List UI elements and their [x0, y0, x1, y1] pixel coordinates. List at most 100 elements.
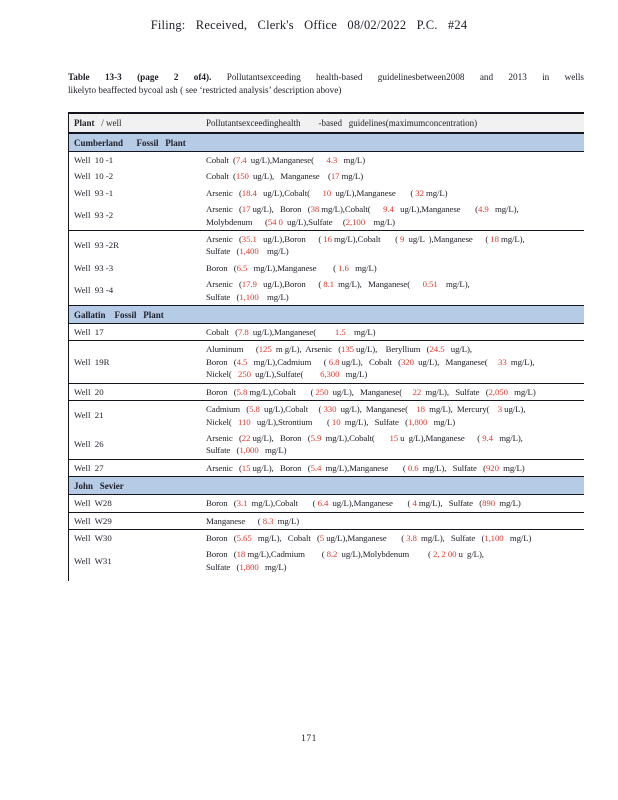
table-row: Well 93 -1 Arsenic (18.4 ug/L),Cobalt( 10…: [69, 185, 584, 201]
pollutants-cell: Cadmium (5.8 ug/L),Cobalt ( 330 ug/L), M…: [206, 403, 584, 428]
concentration-value: 920: [486, 462, 499, 473]
pollutant-name-text: Arsenic (: [206, 204, 242, 215]
concentration-value: 16: [323, 234, 332, 245]
caption-line-2: likelyto beaffected bycoal ash ( see ‘re…: [68, 84, 342, 95]
concentration-value: 125: [258, 344, 272, 355]
well-name-cell: Well W29: [74, 515, 112, 526]
concentration-value: 1,100: [239, 291, 259, 302]
section-header-row: John Sevier: [69, 476, 584, 496]
concentration-value: 0.6: [407, 462, 419, 473]
pollutant-name-text: Sulfate (: [206, 291, 240, 302]
concentration-value: 4.9: [477, 204, 489, 215]
well-label: / well: [94, 118, 122, 128]
pollutant-name-text: mg/L): [495, 498, 521, 509]
table-row: Well 10 -1 Cobalt (7.4 ug/L),Manganese( 4…: [69, 152, 584, 168]
pollutant-line: Boron (5.8 mg/L),Cobalt ( 250 ug/L), Man…: [206, 386, 584, 398]
pollutant-line: Sulfate (1,000 mg/L): [206, 444, 584, 456]
table-row: Well 17 Cobalt (7.8 ug/L),Manganese( 1.5 …: [69, 324, 584, 340]
pollutant-name-text: Sulfate (: [206, 246, 240, 257]
concentration-value: 7.4: [235, 155, 247, 165]
pollutants-cell: Boron (5.65 mg/L), Cobalt (5 ug/L),Manga…: [206, 532, 584, 544]
pollutant-name-text: mg/L),Manganese (: [321, 462, 408, 473]
pollutants-cell: Cobalt (7.4 ug/L),Manganese( 4.3 mg/L): [206, 154, 584, 166]
pollutant-name-text: mg/L),: [437, 279, 470, 290]
pollutant-name-text: ug/L),Cobalt(: [256, 187, 323, 198]
pollutant-name-text: Arsenic (: [206, 462, 242, 473]
table-row: Well W29 Manganese ( 8.3 mg/L): [69, 511, 584, 529]
concentration-value: 320: [400, 356, 414, 367]
pollutants-table: Plant / well Pollutantsexceedinghealth -…: [68, 112, 584, 582]
concentration-value: 18: [236, 549, 246, 560]
pollutant-name-text: mg/L): [258, 291, 289, 302]
concentration-value: 2,100: [345, 216, 366, 227]
pollutant-line: Molybdenum (54 0 ug/L),Sulfate (2,100 mg…: [206, 216, 584, 228]
pollutant-name-text: mg/L),: [492, 432, 523, 443]
pollutants-cell: Cobalt (7.8 ug/L),Manganese( 1.5 mg/L): [206, 326, 584, 338]
page-number: 171: [301, 734, 317, 744]
pollutant-name-text: ug/L), Manganese(: [328, 386, 413, 397]
pollutant-line: Arsenic (15 ug/L), Boron (5.4 mg/L),Mang…: [206, 462, 584, 474]
concentration-value: 4: [412, 498, 417, 509]
pollutant-name-text: mg/L): [423, 187, 448, 198]
pollutant-line: Arsenic (22 ug/L), Boron (5.9 mg/L),Coba…: [206, 432, 584, 444]
pollutant-name-text: mg/L): [339, 369, 368, 380]
pollutant-name-text: ug/L),Sulfate (: [282, 216, 346, 227]
table-row: Well 20 Boron (5.8 mg/L),Cobalt ( 250 ug/…: [69, 382, 584, 400]
concentration-value: 10: [322, 187, 332, 198]
pollutant-line: Arsenic (17 ug/L), Boron (38 mg/L),Cobal…: [206, 203, 584, 215]
pollutant-name-text: mg/L), Sulfate (: [421, 386, 489, 397]
well-name-cell: Well 93 -3: [74, 262, 114, 273]
pollutant-name-text: ug/L), Beryllium (: [353, 344, 430, 355]
pollutant-name-text: mg/L), Cobalt (: [251, 532, 320, 543]
pollutant-name-text: mg/L): [339, 171, 364, 182]
pollutant-name-text: mg/L): [258, 246, 289, 257]
concentration-value: 5.9: [310, 432, 322, 443]
well-name-cell: Well 10 -1: [74, 155, 114, 165]
pollutant-name-text: Molybdenum (: [206, 216, 268, 227]
pollutant-name-text: mg/L): [427, 416, 456, 427]
well-name-cell: Well 17: [74, 327, 104, 338]
concentration-value: 15: [241, 462, 251, 473]
pollutant-name-text: Sulfate (: [206, 561, 240, 572]
pollutant-line: Sulfate (1,800 mg/L): [206, 561, 584, 573]
table-row: Well W30 Boron (5.65 mg/L), Cobalt (5 ug/…: [69, 528, 584, 546]
concentration-value: 5.8: [249, 404, 260, 415]
pollutant-name-text: ug/L), Manganese (: [248, 171, 331, 182]
pollutant-name-text: mg/L), Sulfate (: [340, 416, 408, 427]
table-row: Well 21 Cadmium (5.8 ug/L),Cobalt ( 330 u…: [69, 400, 584, 430]
pollutant-name-text: ug/L),Manganese(: [246, 155, 327, 165]
table-row: Well 93 -2 Arsenic (17 ug/L), Boron (38 m…: [69, 201, 584, 230]
pollutant-name-text: u g/L),: [456, 549, 484, 560]
pollutant-line: Boron (6.5 mg/L),Manganese ( 1.6 mg/L): [206, 262, 584, 274]
table-row: Well 93 -4 Arsenic (17.9 ug/L),Boron ( 8.…: [69, 276, 584, 305]
concentration-value: 6.4: [317, 498, 329, 509]
concentration-value: 5: [319, 532, 325, 543]
concentration-value: 1,800: [407, 416, 428, 427]
pollutants-cell: Arsenic (35.1 ug/L),Boron ( 16 mg/L),Cob…: [206, 233, 584, 258]
concentration-value: 9.4: [482, 432, 493, 443]
well-name-cell: Well 21: [74, 410, 104, 421]
pollutant-line: Boron (3.1 mg/L),Cobalt ( 6.4 ug/L),Mang…: [206, 497, 584, 509]
well-name-cell: Well 19R: [74, 356, 110, 367]
well-name-cell: Well 10 -2: [74, 171, 114, 182]
concentration-value: 250: [315, 386, 329, 397]
pollutant-name-text: ug/L),Strontium (: [250, 416, 332, 427]
pollutant-name-text: mg/L), Sulfate (: [416, 498, 483, 509]
pollutant-name-text: mg/L): [498, 462, 525, 473]
pollutant-line: Cadmium (5.8 ug/L),Cobalt ( 330 ug/L), M…: [206, 403, 584, 415]
table-row: Well 93 -2R Arsenic (35.1 ug/L),Boron ( 1…: [69, 230, 584, 260]
pollutant-name-text: Sulfate (: [206, 445, 240, 456]
pollutant-name-text: mg/L): [258, 561, 287, 572]
pollutant-name-text: mg/L),Cobalt (: [247, 498, 318, 509]
concentration-value: 7.8: [237, 327, 249, 338]
pollutant-line: Nickel( 250 ug/L),Sulfate( 6,300 mg/L): [206, 368, 584, 380]
pollutant-name-text: ug/L), Boron (: [250, 462, 311, 473]
pollutants-cell: Cobalt (150 ug/L), Manganese (17 mg/L): [206, 170, 584, 182]
table-row: Well W28 Boron (3.1 mg/L),Cobalt ( 6.4 ug…: [69, 495, 584, 511]
pollutant-name-text: ug/L),Manganese(: [248, 327, 335, 338]
concentration-value: 22: [241, 432, 251, 443]
concentration-value: 22: [412, 386, 422, 397]
concentration-value: 3: [497, 404, 503, 415]
pollutant-name-text: mg/L), Sulfate (: [418, 462, 486, 473]
pollutants-cell: Arsenic (17 ug/L), Boron (38 mg/L),Cobal…: [206, 203, 584, 228]
